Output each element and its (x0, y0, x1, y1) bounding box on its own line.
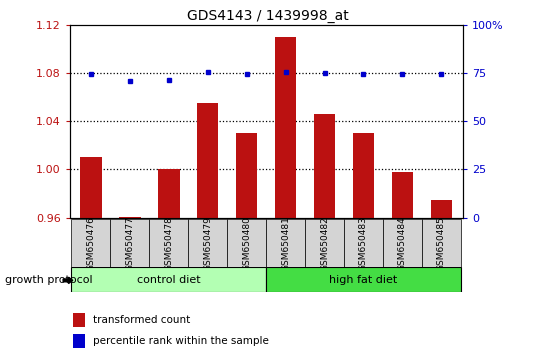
Text: GSM650481: GSM650481 (281, 216, 290, 271)
Bar (392, 172, 413, 218)
Bar (236, 133, 257, 218)
Bar (72, 267, 266, 292)
Bar (266, 267, 461, 292)
Bar (227, 219, 266, 267)
Text: GSM650476: GSM650476 (87, 216, 95, 271)
Bar (73, 313, 85, 327)
Text: GSM650485: GSM650485 (437, 216, 446, 271)
Bar (314, 114, 335, 218)
Text: GSM650484: GSM650484 (398, 216, 407, 271)
Bar (197, 103, 218, 218)
Bar (119, 217, 141, 218)
Bar (266, 219, 305, 267)
Bar (110, 219, 149, 267)
Bar (149, 219, 188, 267)
Bar (158, 170, 180, 218)
Bar (383, 219, 422, 267)
Text: transformed count: transformed count (93, 315, 190, 325)
Bar (353, 133, 374, 218)
Bar (80, 158, 102, 218)
Text: high fat diet: high fat diet (330, 275, 398, 285)
Bar (275, 37, 296, 218)
Bar (344, 219, 383, 267)
Text: GSM650479: GSM650479 (203, 216, 212, 271)
Text: GSM650483: GSM650483 (359, 216, 368, 271)
Bar (73, 334, 85, 348)
Text: GDS4143 / 1439998_at: GDS4143 / 1439998_at (187, 9, 348, 23)
Text: GSM650477: GSM650477 (125, 216, 134, 271)
Bar (431, 200, 452, 218)
Bar (422, 219, 461, 267)
Text: GSM650482: GSM650482 (320, 216, 329, 271)
Text: growth protocol: growth protocol (5, 275, 93, 285)
Bar (72, 219, 110, 267)
Text: percentile rank within the sample: percentile rank within the sample (93, 336, 269, 346)
Text: GSM650480: GSM650480 (242, 216, 251, 271)
Text: GSM650478: GSM650478 (164, 216, 173, 271)
Bar (188, 219, 227, 267)
Bar (305, 219, 344, 267)
Text: control diet: control diet (137, 275, 201, 285)
